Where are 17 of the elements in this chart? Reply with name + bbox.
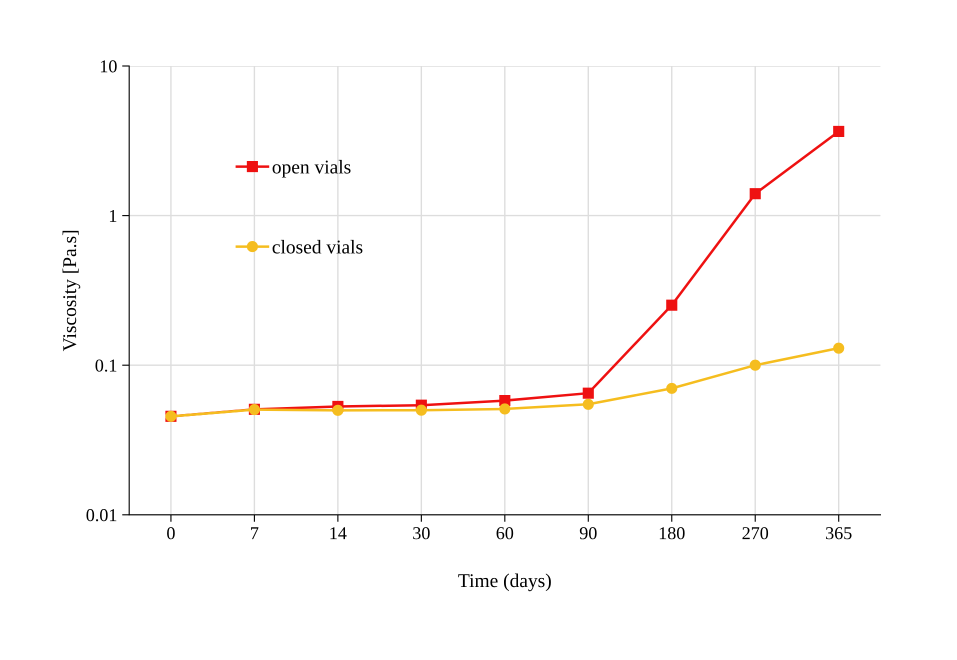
y-tick-label: 0.1 (96, 359, 116, 372)
y-axis-title: Viscosity [Pa.s] (62, 230, 80, 352)
y-tick-label: 0.01 (86, 509, 116, 522)
x-tick-label: 180 (660, 527, 685, 540)
x-tick-label: 90 (580, 527, 597, 540)
legend-label: open vials (272, 160, 351, 178)
y-tick-label: 1 (110, 210, 116, 222)
x-tick-label: 14 (330, 527, 347, 540)
x-tick-label: 0 (167, 527, 175, 540)
x-axis-title: Time (days) (458, 574, 551, 592)
x-tick-label: 365 (826, 527, 852, 540)
legend-label: closed vials (272, 240, 362, 254)
y-tick-label: 10 (100, 60, 117, 72)
x-tick-label: 30 (413, 527, 430, 540)
x-tick-label: 60 (496, 527, 514, 540)
x-tick-label: 7 (251, 527, 258, 540)
x-tick-label: 270 (742, 527, 768, 540)
